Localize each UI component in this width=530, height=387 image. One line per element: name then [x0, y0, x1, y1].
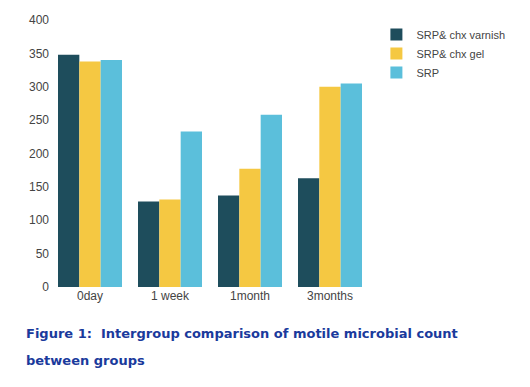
svg-text:0day: 0day — [77, 289, 103, 303]
svg-text:50: 50 — [36, 247, 50, 261]
svg-text:1 week: 1 week — [151, 289, 190, 303]
svg-text:1month: 1month — [230, 289, 270, 303]
svg-text:350: 350 — [29, 47, 49, 61]
svg-text:between groups: between groups — [26, 353, 145, 368]
svg-text:250: 250 — [29, 113, 49, 127]
svg-text:0: 0 — [42, 280, 49, 294]
svg-text:200: 200 — [29, 147, 49, 161]
svg-text:SRP& chx varnish: SRP& chx varnish — [416, 29, 505, 41]
svg-text:300: 300 — [29, 80, 49, 94]
svg-text:3months: 3months — [307, 289, 353, 303]
svg-text:SRP& chx gel: SRP& chx gel — [416, 48, 484, 60]
svg-text:150: 150 — [29, 180, 49, 194]
svg-text:Figure 1: Intergroup comparis: Figure 1: Intergroup comparison of motil… — [26, 326, 458, 341]
svg-text:100: 100 — [29, 213, 49, 227]
svg-text:400: 400 — [29, 13, 49, 27]
svg-text:SRP: SRP — [416, 67, 439, 79]
